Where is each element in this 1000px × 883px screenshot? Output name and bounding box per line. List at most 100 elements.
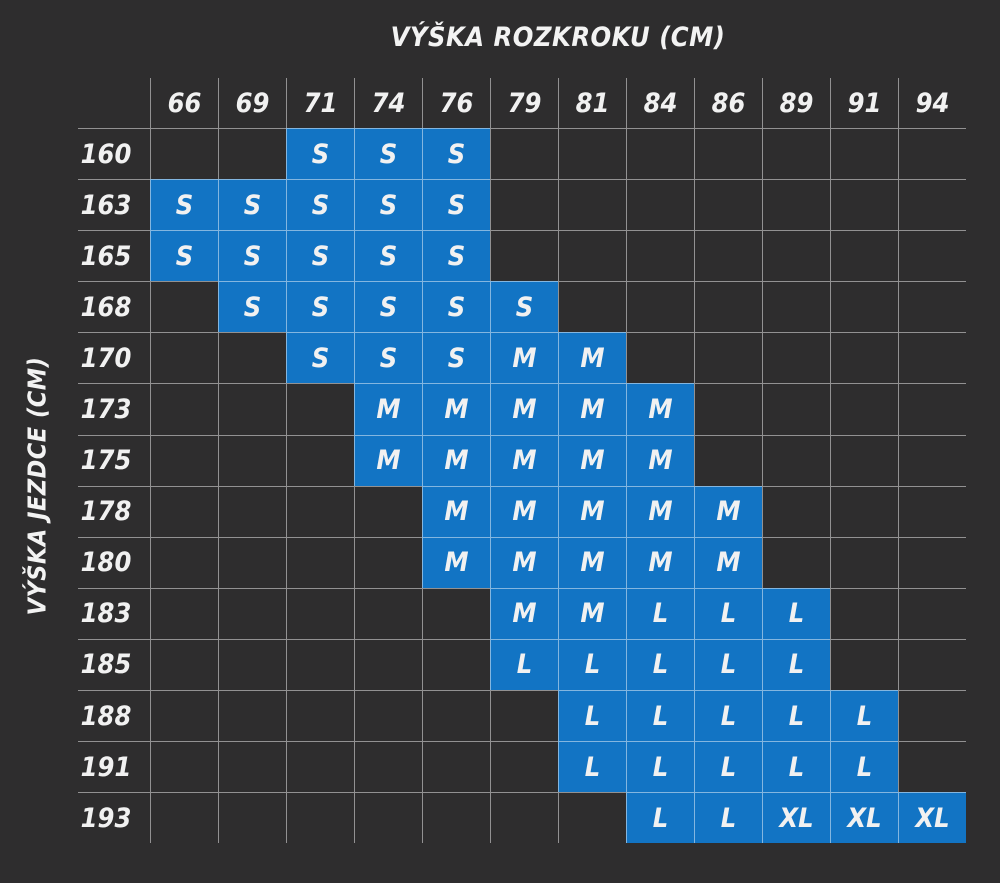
cell-168-81 [558, 281, 626, 333]
cell-183-69 [218, 587, 286, 639]
cell-173-84: M [626, 383, 694, 435]
y-axis-title: VÝŠKA JEZDCE (CM) [22, 356, 52, 616]
row-header-175: 175 [78, 434, 150, 486]
cell-175-66 [150, 434, 218, 486]
col-header-81: 81 [558, 78, 626, 128]
col-header-66: 66 [150, 78, 218, 128]
cell-185-94 [898, 638, 966, 691]
cell-191-86: L [694, 741, 762, 793]
cell-160-69 [218, 128, 286, 180]
row-header-165: 165 [78, 230, 150, 281]
col-header-79: 79 [490, 78, 558, 128]
cell-193-94: XL [898, 792, 966, 844]
cell-168-84 [626, 281, 694, 333]
cell-168-91 [830, 281, 898, 333]
cell-160-89 [762, 128, 830, 180]
cell-170-94 [898, 332, 966, 384]
cell-180-79: M [490, 536, 558, 588]
cell-183-71 [286, 587, 354, 639]
cell-160-79 [490, 128, 558, 180]
cell-185-84: L [626, 638, 694, 691]
size-chart-grid: 66 69 71 74 76 79 81 84 86 89 91 94 160 S S S 163 S S S S S 16… [78, 78, 966, 844]
cell-191-91: L [830, 741, 898, 793]
cell-188-74 [354, 690, 422, 742]
cell-168-71: S [286, 281, 354, 333]
cell-178-86: M [694, 485, 762, 537]
cell-173-74: M [354, 383, 422, 435]
cell-191-79 [490, 741, 558, 793]
cell-170-74: S [354, 332, 422, 384]
cell-173-66 [150, 383, 218, 435]
cell-175-76: M [422, 434, 490, 486]
cell-160-84 [626, 128, 694, 180]
cell-180-66 [150, 536, 218, 588]
cell-165-84 [626, 230, 694, 282]
cell-180-91 [830, 536, 898, 588]
cell-173-89 [762, 383, 830, 435]
cell-175-86 [694, 434, 762, 486]
cell-180-74 [354, 536, 422, 588]
cell-183-89: L [762, 587, 830, 639]
cell-180-69 [218, 536, 286, 588]
cell-191-84: L [626, 741, 694, 793]
cell-178-76: M [422, 485, 490, 537]
cell-170-69 [218, 332, 286, 384]
cell-183-91 [830, 587, 898, 639]
cell-185-69 [218, 638, 286, 691]
cell-191-76 [422, 741, 490, 793]
cell-178-74 [354, 485, 422, 537]
row-header-191: 191 [78, 741, 150, 792]
cell-163-81 [558, 179, 626, 231]
cell-175-74: M [354, 434, 422, 486]
cell-163-91 [830, 179, 898, 231]
cell-163-79 [490, 179, 558, 231]
col-header-89: 89 [762, 78, 830, 128]
cell-175-84: M [626, 434, 694, 486]
corner-cell [78, 78, 150, 128]
cell-160-91 [830, 128, 898, 180]
cell-165-89 [762, 230, 830, 282]
cell-193-86: L [694, 792, 762, 844]
cell-185-89: L [762, 638, 830, 691]
cell-168-74: S [354, 281, 422, 333]
col-header-69: 69 [218, 78, 286, 128]
cell-165-91 [830, 230, 898, 282]
cell-160-71: S [286, 128, 354, 180]
cell-170-71: S [286, 332, 354, 384]
col-header-76: 76 [422, 78, 490, 128]
cell-163-69: S [218, 179, 286, 231]
cell-191-71 [286, 741, 354, 793]
cell-178-81: M [558, 485, 626, 537]
cell-183-81: M [558, 587, 626, 639]
row-header-160: 160 [78, 128, 150, 179]
cell-163-84 [626, 179, 694, 231]
cell-178-66 [150, 485, 218, 537]
cell-185-79: L [490, 638, 558, 691]
cell-168-94 [898, 281, 966, 333]
x-axis-title: VÝŠKA ROZKROKU (CM) [390, 22, 726, 53]
row-header-180: 180 [78, 536, 150, 588]
cell-185-81: L [558, 638, 626, 691]
cell-175-89 [762, 434, 830, 486]
col-header-71: 71 [286, 78, 354, 128]
cell-188-79 [490, 690, 558, 742]
cell-168-79: S [490, 281, 558, 333]
cell-193-74 [354, 792, 422, 844]
cell-163-89 [762, 179, 830, 231]
cell-183-66 [150, 587, 218, 639]
cell-193-89: XL [762, 792, 830, 844]
cell-175-69 [218, 434, 286, 486]
cell-185-86: L [694, 638, 762, 691]
cell-163-71: S [286, 179, 354, 231]
col-header-86: 86 [694, 78, 762, 128]
cell-188-89: L [762, 690, 830, 742]
cell-180-84: M [626, 536, 694, 588]
cell-168-69: S [218, 281, 286, 333]
cell-165-74: S [354, 230, 422, 282]
cell-160-86 [694, 128, 762, 180]
cell-188-66 [150, 690, 218, 742]
cell-170-66 [150, 332, 218, 384]
cell-191-94 [898, 741, 966, 793]
cell-180-94 [898, 536, 966, 588]
